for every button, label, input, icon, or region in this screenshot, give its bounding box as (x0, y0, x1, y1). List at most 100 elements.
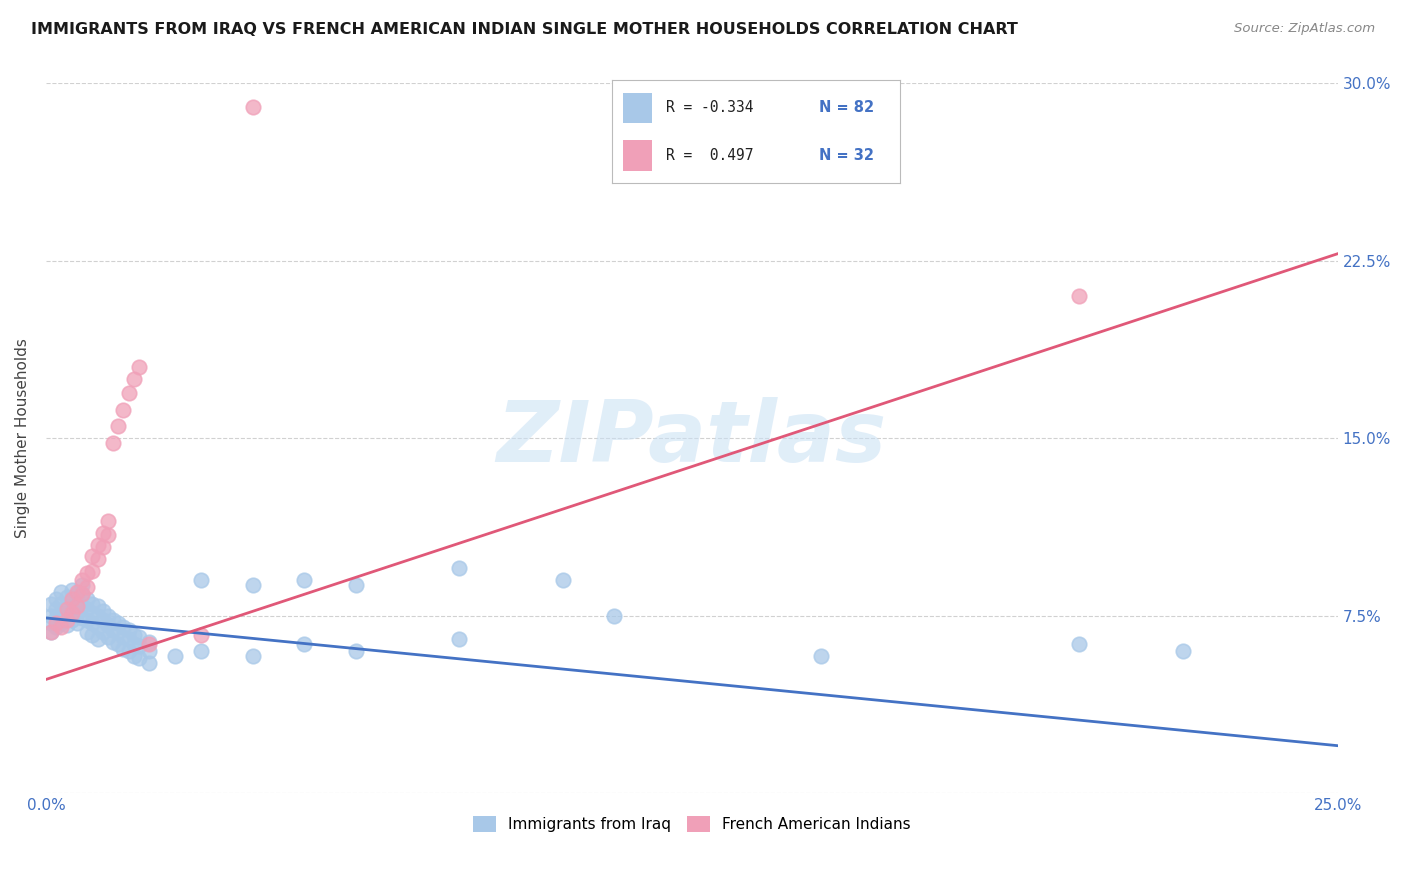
Point (45, 611, 67, 625)
Point (344, 578, 367, 592)
Point (45, 592, 67, 607)
Point (55, 618, 77, 632)
Point (190, 644, 212, 658)
Point (1069, 637, 1091, 651)
Point (76, 613, 98, 627)
Text: N = 32: N = 32 (820, 148, 875, 162)
Legend: Immigrants from Iraq, French American Indians: Immigrants from Iraq, French American In… (467, 810, 917, 838)
Point (55, 599, 77, 614)
Point (603, 608, 626, 623)
Point (810, 648, 832, 663)
Point (101, 613, 124, 627)
Point (344, 644, 367, 658)
Point (551, 573, 574, 587)
Point (107, 615, 129, 630)
Text: ZIPatlas: ZIPatlas (496, 397, 887, 480)
Point (45, 615, 67, 630)
Point (97, 514, 120, 528)
Point (112, 620, 135, 634)
Point (91, 625, 114, 640)
Point (86, 620, 108, 634)
Point (76, 592, 98, 607)
Bar (623, 93, 652, 123)
Point (107, 637, 129, 651)
Point (76, 580, 98, 594)
Point (112, 641, 135, 656)
Point (70, 611, 93, 625)
Point (292, 637, 315, 651)
Point (242, 648, 264, 663)
Point (76, 566, 98, 580)
Point (82, 597, 104, 611)
Point (51, 620, 73, 634)
Point (91, 540, 114, 554)
Text: Source: ZipAtlas.com: Source: ZipAtlas.com (1234, 22, 1375, 36)
Point (39, 597, 62, 611)
Point (86, 632, 108, 647)
Point (55, 601, 77, 615)
Point (107, 419, 129, 434)
Point (242, 100, 264, 114)
Point (101, 436, 124, 450)
Point (449, 561, 471, 575)
Point (45, 601, 67, 615)
Point (97, 608, 120, 623)
Point (107, 625, 129, 640)
Point (51, 597, 73, 611)
Point (66, 585, 89, 599)
Point (128, 630, 150, 644)
Point (39, 615, 62, 630)
Point (117, 623, 139, 637)
Point (51, 615, 73, 630)
Point (55, 613, 77, 627)
Point (128, 640, 150, 654)
Point (55, 590, 77, 604)
Point (1069, 289, 1091, 303)
Point (1171, 644, 1194, 658)
Point (82, 615, 104, 630)
Point (122, 627, 145, 641)
Point (60, 606, 83, 620)
Point (66, 597, 89, 611)
Point (122, 372, 145, 386)
Point (97, 528, 120, 542)
Point (138, 644, 160, 658)
Point (39, 625, 62, 640)
Point (70, 599, 93, 614)
Point (60, 613, 83, 627)
Text: R =  0.497: R = 0.497 (666, 148, 754, 162)
Point (76, 601, 98, 615)
Point (165, 648, 187, 663)
Bar (623, 140, 652, 170)
Point (60, 601, 83, 615)
Point (91, 604, 114, 618)
Text: IMMIGRANTS FROM IRAQ VS FRENCH AMERICAN INDIAN SINGLE MOTHER HOUSEHOLDS CORRELAT: IMMIGRANTS FROM IRAQ VS FRENCH AMERICAN … (31, 22, 1018, 37)
Point (66, 606, 89, 620)
Point (117, 386, 139, 401)
Point (70, 578, 93, 592)
Point (66, 599, 89, 614)
Point (66, 587, 89, 601)
Point (45, 620, 67, 634)
Point (190, 627, 212, 641)
Point (128, 651, 150, 665)
Point (117, 644, 139, 658)
Point (101, 623, 124, 637)
Point (51, 606, 73, 620)
Point (138, 634, 160, 648)
Point (117, 632, 139, 647)
Point (128, 360, 150, 375)
Point (138, 656, 160, 670)
Point (66, 615, 89, 630)
Point (101, 634, 124, 648)
Point (138, 637, 160, 651)
Point (51, 585, 73, 599)
Point (60, 582, 83, 597)
Point (242, 578, 264, 592)
Point (112, 402, 135, 417)
Point (82, 564, 104, 578)
Point (86, 551, 108, 566)
Point (86, 599, 108, 614)
Text: N = 82: N = 82 (820, 101, 875, 115)
Point (86, 608, 108, 623)
